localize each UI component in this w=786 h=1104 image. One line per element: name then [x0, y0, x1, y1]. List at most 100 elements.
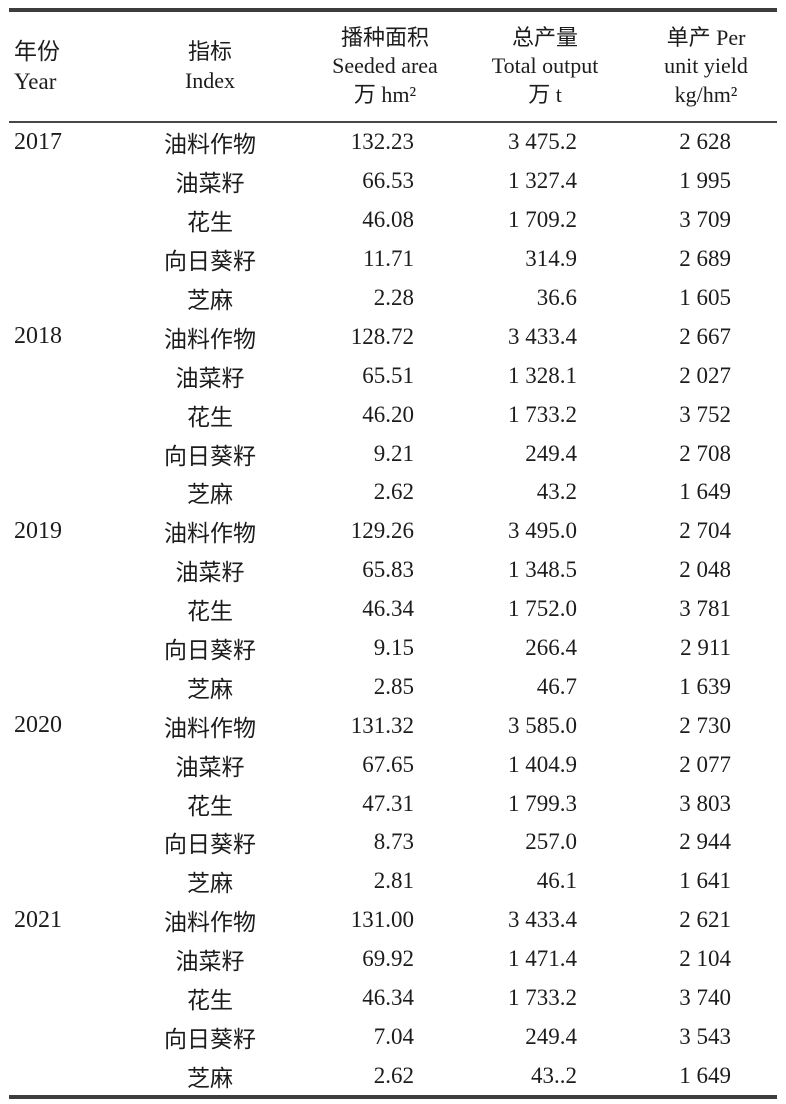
cell-output: 249.4	[525, 1023, 577, 1049]
cell-index: 油菜籽	[175, 365, 245, 391]
cell-output: 43.2	[536, 479, 577, 505]
cell-index: 向日葵籽	[164, 638, 256, 664]
cell-year	[9, 201, 105, 240]
cell-seeded: 2.85	[373, 673, 414, 699]
cell-seeded: 9.21	[373, 440, 414, 466]
cell-yield: 2 621	[679, 907, 731, 933]
cell-index: 油菜籽	[175, 171, 245, 197]
cell-output: 314.9	[525, 246, 577, 272]
cell-index: 油菜籽	[175, 560, 245, 586]
cell-seeded: 2.62	[373, 479, 414, 505]
cell-index: 花生	[187, 210, 233, 236]
table-row: 向日葵籽 9.15 266.4 2 911	[9, 629, 777, 668]
cell-yield: 2 689	[679, 246, 731, 272]
cell-index: 花生	[187, 793, 233, 819]
cell-seeded: 7.04	[373, 1023, 414, 1049]
table-row: 花生 47.31 1 799.3 3 803	[9, 784, 777, 823]
cell-year	[9, 551, 105, 590]
cell-seeded: 46.34	[362, 985, 414, 1011]
table-row: 花生 46.20 1 733.2 3 752	[9, 395, 777, 434]
cell-year	[9, 434, 105, 473]
cell-index: 花生	[187, 988, 233, 1014]
table-row: 向日葵籽 8.73 257.0 2 944	[9, 823, 777, 862]
cell-index: 油料作物	[164, 521, 256, 547]
cell-output: 46.7	[536, 673, 577, 699]
cell-index: 油料作物	[164, 326, 256, 352]
header-seeded-area: 播种面积 Seeded area 万 hm²	[315, 10, 455, 123]
cell-yield: 1 605	[679, 285, 731, 310]
cell-seeded: 2.28	[373, 285, 414, 310]
cell-index: 芝麻	[187, 871, 233, 897]
table-row: 向日葵籽 11.71 314.9 2 689	[9, 240, 777, 279]
cell-index: 芝麻	[187, 288, 233, 313]
cell-output: 1 327.4	[508, 168, 577, 194]
cell-seeded: 131.00	[350, 907, 414, 933]
cell-output: 1 709.2	[508, 207, 577, 233]
cell-output: 3 433.4	[508, 323, 577, 349]
cell-year	[9, 940, 105, 979]
cell-year	[9, 162, 105, 201]
cell-index: 油料作物	[164, 910, 256, 936]
cell-year: 2021	[14, 906, 62, 933]
cell-output: 1 733.2	[508, 985, 577, 1011]
cell-yield: 1 649	[679, 1062, 731, 1088]
cell-year	[9, 745, 105, 784]
header-row: 年份 Year 指标 Index 播种面积 Seeded area 万 hm² …	[9, 10, 777, 123]
table-row: 花生 46.34 1 733.2 3 740	[9, 979, 777, 1018]
cell-output: 1 733.2	[508, 401, 577, 427]
cell-seeded: 66.53	[362, 168, 414, 194]
table-row: 向日葵籽 7.04 249.4 3 543	[9, 1017, 777, 1056]
cell-seeded: 9.15	[373, 635, 414, 661]
cell-output: 1 799.3	[508, 790, 577, 816]
cell-year	[9, 979, 105, 1018]
cell-index: 芝麻	[187, 1065, 233, 1091]
table-row: 油菜籽 66.53 1 327.4 1 995	[9, 162, 777, 201]
oil-crops-statistics-table: 年份 Year 指标 Index 播种面积 Seeded area 万 hm² …	[9, 8, 777, 1100]
cell-output: 3 475.2	[508, 129, 577, 155]
cell-yield: 2 048	[679, 557, 731, 583]
cell-yield: 1 639	[679, 673, 731, 699]
cell-index: 花生	[187, 404, 233, 430]
table-row: 2021 油料作物 131.00 3 433.4 2 621	[9, 901, 777, 940]
cell-seeded: 131.32	[350, 712, 414, 738]
cell-index: 油料作物	[164, 132, 256, 158]
cell-yield: 2 911	[680, 635, 731, 661]
table-row: 向日葵籽 9.21 249.4 2 708	[9, 434, 777, 473]
cell-yield: 2 077	[679, 751, 731, 777]
cell-output: 1 348.5	[508, 557, 577, 583]
cell-year: 2020	[14, 712, 62, 739]
cell-index: 向日葵籽	[164, 832, 256, 858]
cell-seeded: 128.72	[350, 323, 414, 349]
cell-output: 1 752.0	[508, 596, 577, 622]
header-unit-yield: 单产 Per unit yield kg/hm²	[635, 10, 777, 123]
table-row: 芝麻 2.28 36.6 1 605	[9, 279, 777, 318]
cell-index: 向日葵籽	[164, 1026, 256, 1052]
cell-index: 向日葵籽	[164, 249, 256, 275]
cell-seeded: 2.62	[373, 1062, 414, 1088]
cell-year	[9, 395, 105, 434]
cell-year: 2017	[14, 128, 62, 155]
cell-year: 2019	[14, 517, 62, 544]
table-row: 芝麻 2.62 43.2 1 649	[9, 473, 777, 512]
cell-index: 花生	[187, 599, 233, 625]
cell-index: 油料作物	[164, 715, 256, 741]
cell-year	[9, 862, 105, 901]
cell-yield: 2 628	[679, 129, 731, 155]
cell-index: 油菜籽	[175, 754, 245, 780]
cell-seeded: 65.51	[362, 362, 414, 388]
cell-seeded: 47.31	[362, 790, 414, 816]
cell-seeded: 46.34	[362, 596, 414, 622]
cell-output: 266.4	[525, 635, 577, 661]
table-row: 2018 油料作物 128.72 3 433.4 2 667	[9, 317, 777, 356]
cell-seeded: 11.71	[363, 246, 414, 272]
cell-seeded: 129.26	[350, 518, 414, 544]
table-row: 2019 油料作物 129.26 3 495.0 2 704	[9, 512, 777, 551]
table-row: 芝麻 2.81 46.1 1 641	[9, 862, 777, 901]
cell-year	[9, 629, 105, 668]
cell-year	[9, 356, 105, 395]
cell-output: 3 495.0	[508, 518, 577, 544]
cell-output: 257.0	[525, 829, 577, 855]
cell-year	[9, 240, 105, 279]
cell-output: 1 404.9	[508, 751, 577, 777]
